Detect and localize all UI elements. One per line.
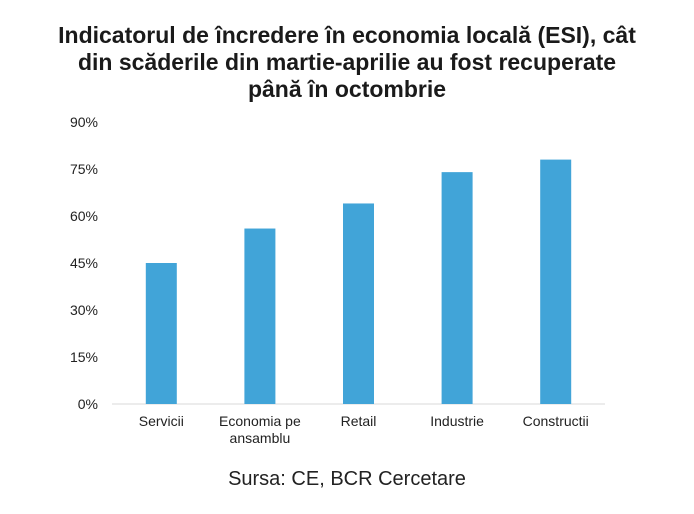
x-tick-label-line: Retail	[341, 413, 377, 429]
bar	[145, 263, 177, 404]
x-axis-labels: Servicii Economia pe ansamblu Retail Industr…	[139, 413, 589, 446]
x-tick-label: Industrie	[430, 413, 484, 429]
x-tick-label-line: Industrie	[430, 413, 484, 429]
x-tick-label-line: Economia pe	[219, 413, 301, 429]
bar	[343, 203, 374, 404]
y-axis-ticks: 0% 15% 30% 45% 60% 75% 90%	[70, 114, 98, 412]
y-tick-label: 15%	[70, 349, 98, 365]
x-tick-label: Economia pe ansamblu	[219, 413, 301, 446]
chart-title-line-1: Indicatorul de încredere în economia loc…	[58, 22, 636, 48]
x-tick-label: Retail	[341, 413, 377, 429]
y-tick-label: 45%	[70, 255, 98, 271]
chart-title: Indicatorul de încredere în economia loc…	[0, 22, 694, 103]
x-tick-label: Servicii	[139, 413, 184, 429]
y-tick-label: 90%	[70, 114, 98, 130]
source-note: Sursa: CE, BCR Cercetare	[228, 468, 466, 490]
x-tick-label-line: ansamblu	[230, 430, 291, 446]
y-tick-label: 30%	[70, 302, 98, 318]
chart-title-line-2: din scăderile din martie-aprilie au fost…	[77, 49, 617, 75]
chart-title-line-3: până în octombrie	[247, 76, 447, 102]
bar	[244, 228, 276, 404]
bar	[441, 172, 473, 404]
bar	[540, 159, 572, 404]
x-tick-label-line: Servicii	[139, 413, 184, 429]
x-tick-label-line: Constructii	[523, 413, 589, 429]
y-tick-label: 60%	[70, 208, 98, 224]
x-tick-label: Constructii	[523, 413, 589, 429]
y-tick-label: 0%	[78, 396, 98, 412]
y-tick-label: 75%	[70, 161, 98, 177]
bars	[145, 159, 572, 404]
